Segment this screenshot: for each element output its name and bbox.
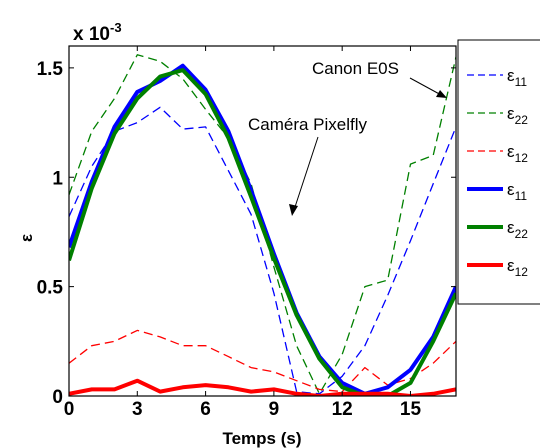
annotation-canon-eos: Canon E0S	[312, 59, 399, 78]
y-tick-label: 1	[52, 168, 63, 189]
x-tick-label: 15	[400, 399, 422, 420]
legend-label-4: ε22	[507, 218, 528, 241]
legend-label-3: ε11	[507, 180, 527, 203]
annotation-pixelfly-arrowhead	[289, 204, 298, 216]
x-tick-label: 0	[64, 399, 75, 420]
annotation-pixelfly: Caméra Pixelfly	[248, 115, 368, 134]
y-tick-label: 1.5	[37, 59, 64, 80]
legend-label-1: ε22	[507, 104, 528, 127]
y-axis-ticks: 0 0.5 1 1.5	[37, 59, 456, 408]
x-tick-label: 9	[269, 399, 280, 420]
y-tick-label: 0	[52, 387, 63, 408]
legend: ε11 ε22 ε12 ε11 ε22 ε12	[457, 39, 540, 305]
legend-label-2: ε12	[507, 142, 528, 165]
annotation-canon-eos-arrow	[409, 77, 444, 97]
series-line-canon-12	[69, 329, 456, 393]
x-tick-label: 6	[200, 399, 211, 420]
x-axis-label: Temps (s)	[222, 429, 301, 448]
x-axis-ticks: 0 3 6 9 12 15	[64, 46, 422, 420]
series-line-pixelfly-12	[69, 378, 456, 396]
annotation-canon-eos-arrowhead	[436, 90, 447, 98]
plot-frame	[68, 45, 457, 397]
y-axis-label: ε	[17, 234, 36, 242]
exponent-label: x 10-3	[73, 20, 122, 45]
series-line-canon-11	[69, 106, 456, 395]
series-layer	[69, 54, 456, 396]
annotation-pixelfly-arrow	[293, 136, 319, 211]
series-line-canon-22	[69, 54, 456, 395]
legend-box	[457, 39, 540, 305]
x-tick-label: 3	[132, 399, 143, 420]
x-tick-label: 12	[332, 399, 353, 420]
legend-label-0: ε11	[507, 66, 527, 89]
legend-label-5: ε12	[507, 256, 528, 279]
y-tick-label: 0.5	[37, 278, 64, 299]
